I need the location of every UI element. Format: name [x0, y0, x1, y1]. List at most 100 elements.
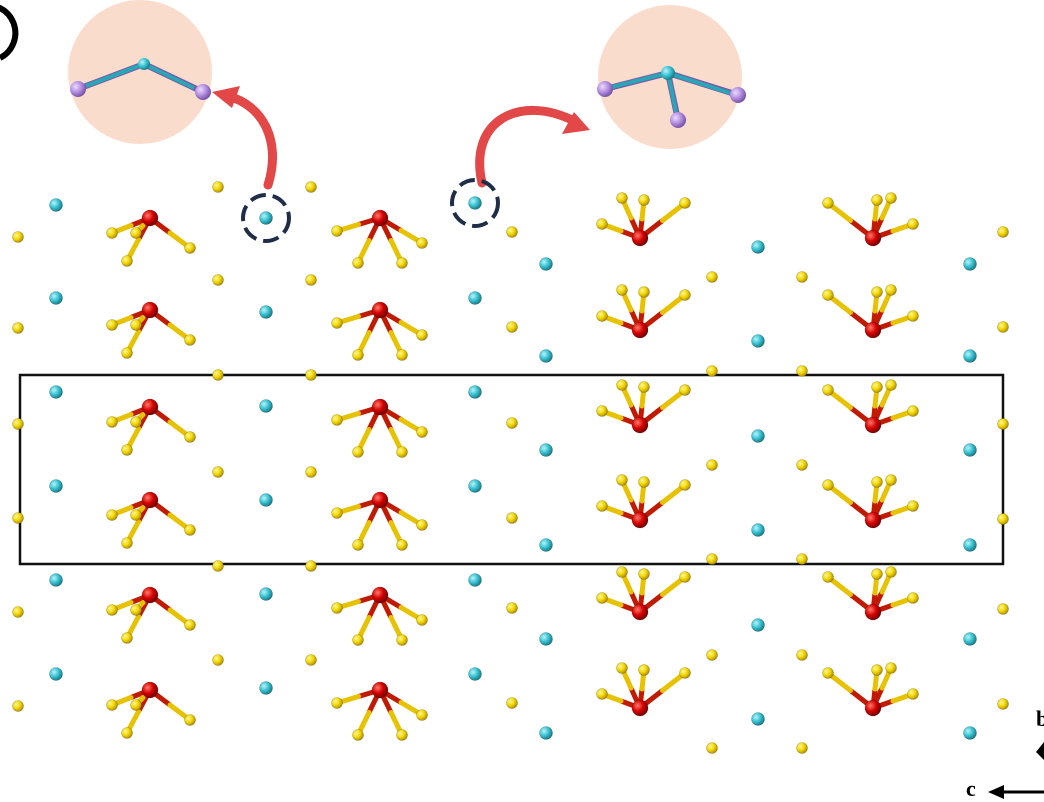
cyan-atom — [468, 479, 482, 493]
gold-atom — [121, 537, 133, 549]
gold-atom — [885, 284, 897, 296]
gold-atom — [12, 700, 24, 712]
gold-atom — [121, 347, 133, 359]
linear-coordination-inset — [68, 0, 212, 144]
gold-atom — [506, 512, 518, 524]
gold-atom — [638, 568, 650, 580]
gold-atom — [616, 192, 628, 204]
gold-atom — [106, 509, 118, 521]
cyan-atom — [963, 538, 977, 552]
gold-atom — [822, 197, 834, 209]
red-gold-cluster — [106, 491, 196, 549]
gold-atom — [12, 418, 24, 430]
gold-atom — [212, 274, 224, 286]
red-atom — [371, 586, 389, 604]
gold-atom — [706, 271, 718, 283]
gold-atom — [212, 369, 224, 381]
red-atom — [631, 699, 649, 717]
selection-ring-right — [450, 178, 500, 228]
cyan-atoms — [49, 196, 977, 740]
gold-atom — [596, 218, 608, 230]
gold-atom — [12, 606, 24, 618]
gold-atom — [305, 560, 317, 572]
curved-arrow-right — [475, 106, 577, 188]
gold-atom — [305, 274, 317, 286]
gold-atom — [212, 466, 224, 478]
red-gold-cluster — [822, 566, 919, 621]
red-atom — [864, 416, 882, 434]
gold-atom — [184, 431, 196, 443]
gold-atom — [796, 649, 808, 661]
gold-atom — [822, 384, 834, 396]
gold-atom — [130, 319, 142, 331]
gold-atom — [679, 667, 691, 679]
gold-atom — [212, 560, 224, 572]
red-atom — [141, 491, 159, 509]
red-gold-cluster — [106, 586, 196, 644]
gold-atom — [616, 662, 628, 674]
axis-indicator — [988, 742, 1044, 799]
red-atom — [864, 699, 882, 717]
curved-arrow-left — [223, 91, 277, 190]
gold-atom — [12, 231, 24, 243]
gold-atom — [396, 349, 408, 361]
red-gold-cluster — [331, 301, 428, 361]
gold-atom — [331, 317, 343, 329]
gold-atoms — [12, 181, 1009, 754]
gold-atom — [352, 729, 364, 741]
gold-atom — [184, 242, 196, 254]
red-atom — [371, 209, 389, 227]
gold-atom — [679, 289, 691, 301]
gold-atom — [331, 697, 343, 709]
cyan-atom — [539, 349, 553, 363]
gold-atom — [885, 662, 897, 674]
gold-atom — [706, 553, 718, 565]
gold-atom — [596, 500, 608, 512]
gold-atom — [822, 289, 834, 301]
cyan-atom — [539, 443, 553, 457]
red-gold-clusters — [106, 192, 919, 741]
red-gold-cluster — [596, 379, 691, 434]
cyan-atom — [49, 385, 63, 399]
gold-atom — [796, 553, 808, 565]
cyan-atom — [539, 632, 553, 646]
cyan-atom — [751, 334, 765, 348]
cyan-atom — [751, 712, 765, 726]
gold-atom — [331, 507, 343, 519]
gold-atom — [212, 654, 224, 666]
cyan-atom — [468, 196, 482, 210]
gold-atom — [638, 286, 650, 298]
gold-atom — [352, 349, 364, 361]
cyan-atom — [49, 667, 63, 681]
red-gold-cluster — [822, 662, 919, 717]
gold-atom — [305, 369, 317, 381]
red-atom — [864, 511, 882, 529]
gold-atom — [885, 566, 897, 578]
gold-atom — [121, 255, 133, 267]
gold-atom — [907, 592, 919, 604]
gold-atom — [12, 322, 24, 334]
gold-atom — [184, 524, 196, 536]
red-atom — [631, 321, 649, 339]
gold-atom — [907, 688, 919, 700]
cyan-atom — [49, 198, 63, 212]
gold-atom — [907, 218, 919, 230]
gold-atom — [907, 405, 919, 417]
gold-atom — [822, 479, 834, 491]
cyan-atom — [539, 257, 553, 271]
gold-atom — [352, 634, 364, 646]
gold-atom — [416, 237, 428, 249]
gold-atom — [997, 513, 1009, 525]
red-atom — [631, 229, 649, 247]
gold-atom — [106, 604, 118, 616]
gold-atom — [506, 697, 518, 709]
red-gold-cluster — [596, 566, 691, 621]
gold-atom — [871, 476, 883, 488]
red-gold-cluster — [596, 474, 691, 529]
curved-arrow-right-head — [562, 112, 590, 134]
red-atom — [141, 398, 159, 416]
red-atom — [631, 603, 649, 621]
gold-atom — [331, 225, 343, 237]
gold-atom — [638, 476, 650, 488]
gold-atom — [212, 181, 224, 193]
